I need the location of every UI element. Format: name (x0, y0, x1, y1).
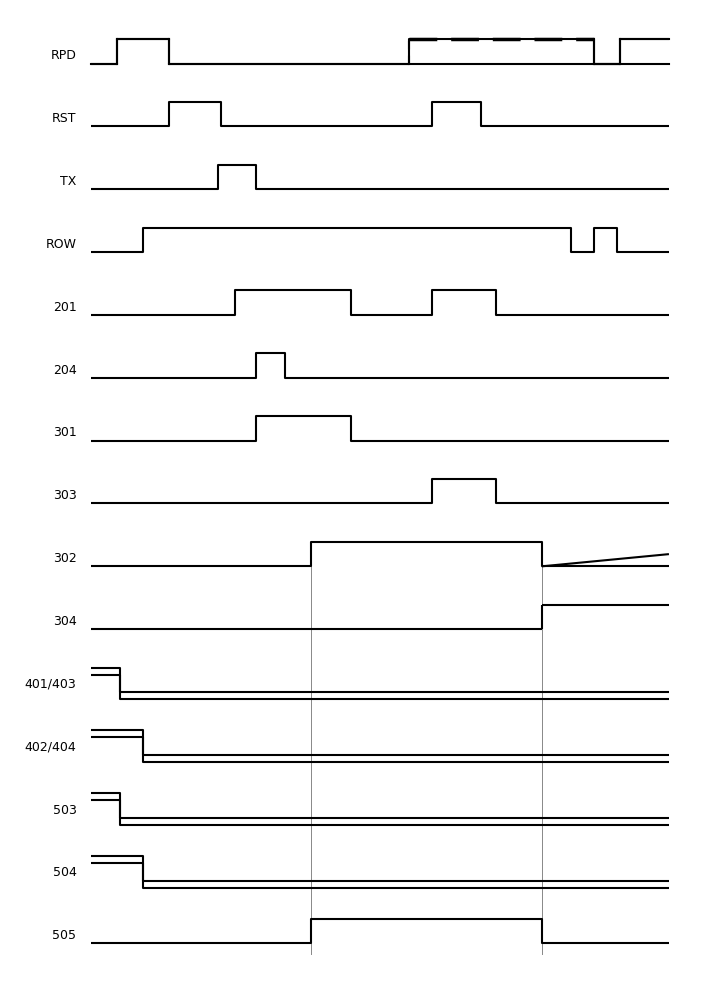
Text: 401/403: 401/403 (25, 678, 77, 691)
Text: RPD: RPD (51, 49, 77, 62)
Text: 503: 503 (53, 804, 77, 817)
Text: 303: 303 (53, 489, 77, 502)
Text: 302: 302 (53, 552, 77, 565)
Text: ROW: ROW (46, 238, 77, 251)
Text: 402/404: 402/404 (25, 741, 77, 754)
Text: TX: TX (60, 175, 77, 188)
Text: 301: 301 (53, 426, 77, 439)
Text: 505: 505 (53, 929, 77, 942)
Text: 304: 304 (53, 615, 77, 628)
Text: 204: 204 (53, 364, 77, 377)
Text: RST: RST (52, 112, 77, 125)
Text: 201: 201 (53, 301, 77, 314)
Text: 504: 504 (53, 866, 77, 879)
